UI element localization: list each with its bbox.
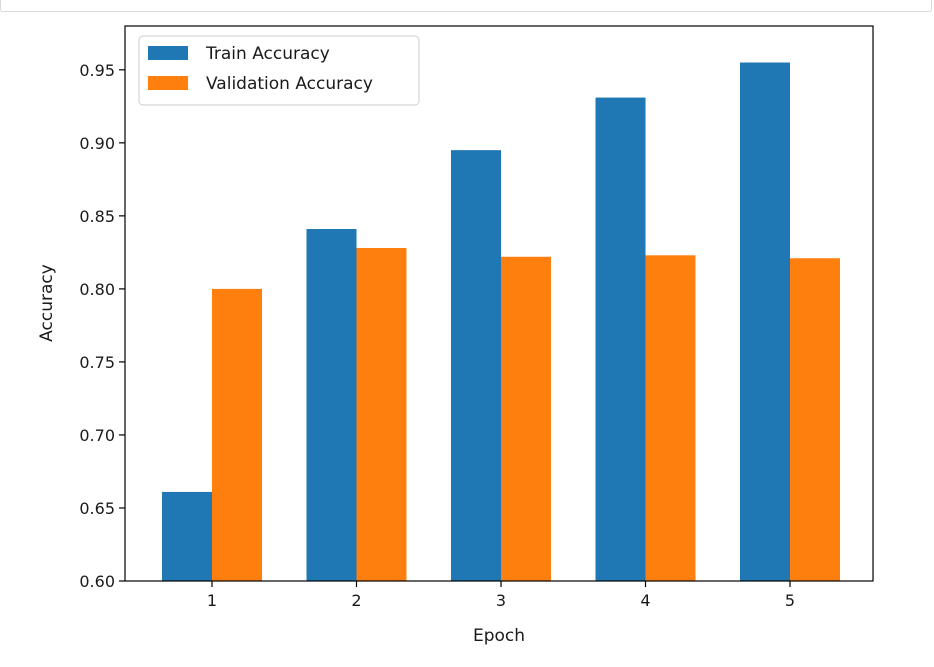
legend-label: Train Accuracy [205, 44, 330, 64]
y-tick-label: 0.95 [79, 61, 115, 80]
y-tick-label: 0.90 [79, 134, 115, 153]
y-tick-label: 0.65 [79, 499, 115, 518]
x-tick-label: 5 [785, 591, 795, 610]
train-accuracy-bar-1 [162, 491, 212, 581]
y-tick-label: 0.85 [79, 207, 115, 226]
plot-area-frame [124, 25, 874, 582]
validation-accuracy-bar-2 [356, 248, 407, 581]
x-tick-label: 1 [207, 591, 217, 610]
train-accuracy-bar-5 [740, 62, 790, 581]
x-tick-label: 3 [496, 591, 506, 610]
legend-label: Validation Accuracy [206, 74, 373, 94]
y-tick-label: 0.80 [79, 280, 115, 299]
x-tick-label: 4 [640, 591, 650, 610]
x-tick-label: 2 [351, 591, 361, 610]
train-accuracy-bar-3 [451, 150, 501, 582]
validation-accuracy-bar-4 [645, 255, 696, 582]
validation-accuracy-bar-5 [790, 258, 840, 581]
x-axis: 1 2 3 4 5 [207, 581, 795, 610]
y-tick-label: 0.60 [79, 572, 115, 591]
legend-swatch [148, 76, 188, 90]
legend: Train Accuracy Validation Accuracy [138, 35, 420, 106]
validation-accuracy-bar-3 [501, 256, 551, 581]
train-accuracy-bar-2 [306, 229, 357, 581]
y-axis-label: Accuracy [37, 264, 57, 342]
y-axis: 0.60 0.65 0.70 0.75 0.80 0.85 0.90 0.95 [79, 61, 125, 591]
train-accuracy-bar-4 [595, 97, 646, 581]
validation-accuracy-bar-1 [212, 288, 262, 581]
y-tick-label: 0.75 [79, 353, 115, 372]
legend-frame [138, 35, 420, 106]
y-tick-label: 0.70 [79, 426, 115, 445]
legend-swatch [148, 46, 188, 60]
bars-layer [162, 62, 840, 582]
cell-frame-edge [0, 0, 932, 12]
x-axis-label: Epoch [473, 626, 525, 646]
